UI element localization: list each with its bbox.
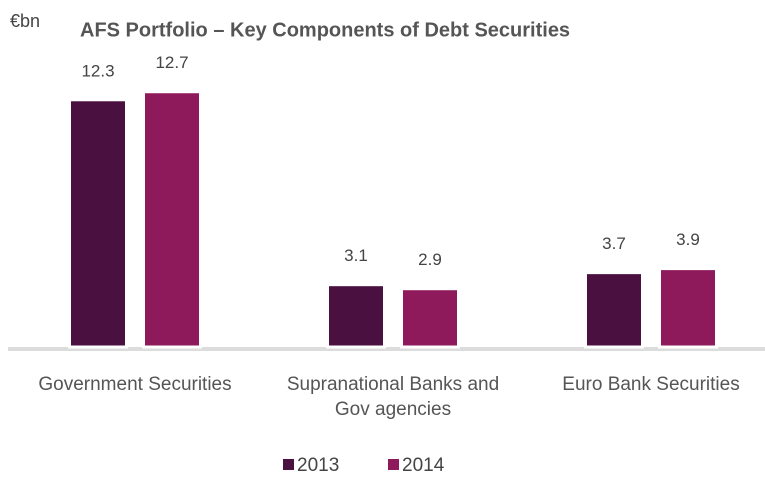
data-label: 12.3	[81, 61, 114, 80]
bar	[400, 287, 460, 349]
bar	[326, 283, 386, 349]
data-label: 3.9	[676, 230, 700, 249]
bar	[658, 267, 718, 349]
unit-label: €bn	[10, 11, 40, 31]
legend-swatch	[283, 459, 294, 470]
legend-swatch	[388, 459, 399, 470]
bar	[584, 271, 644, 349]
chart-title: AFS Portfolio – Key Components of Debt S…	[80, 19, 570, 41]
x-tick-label: Supranational Banks and Gov agencies	[286, 374, 500, 420]
legend-label: 2013	[297, 455, 339, 476]
bar	[142, 90, 202, 349]
data-label: 2.9	[418, 250, 442, 269]
data-label: 3.7	[602, 234, 626, 253]
x-tick-label: Government Securities	[38, 374, 232, 395]
legend-label: 2014	[402, 455, 445, 476]
bar	[68, 98, 128, 349]
data-label: 12.7	[155, 53, 188, 72]
x-tick-label: Euro Bank Securities	[562, 374, 740, 395]
data-label: 3.1	[344, 246, 368, 265]
